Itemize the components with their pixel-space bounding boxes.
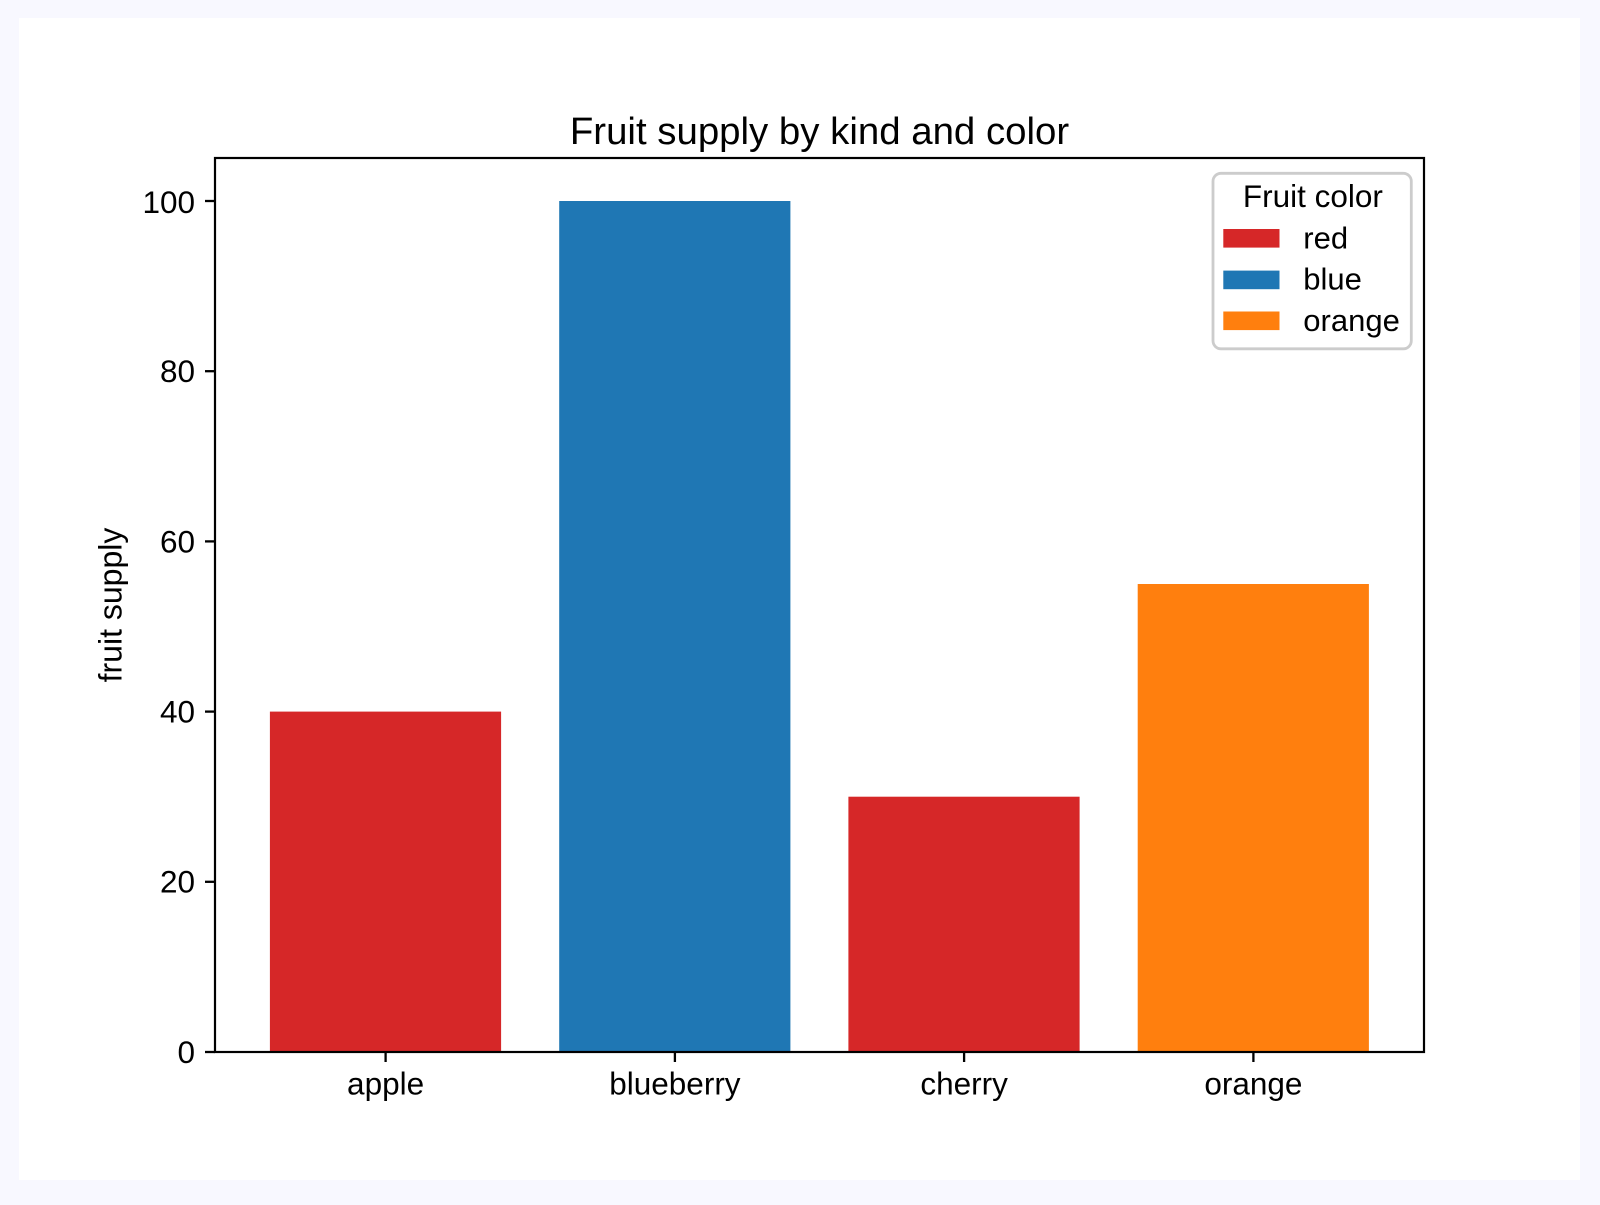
svg-text:cherry: cherry xyxy=(920,1066,1008,1102)
svg-text:red: red xyxy=(1303,221,1348,256)
svg-text:blue: blue xyxy=(1303,262,1362,297)
svg-text:80: 80 xyxy=(160,353,195,389)
svg-text:100: 100 xyxy=(142,184,195,220)
svg-text:Fruit supply by kind and color: Fruit supply by kind and color xyxy=(570,110,1070,153)
svg-text:40: 40 xyxy=(160,694,195,730)
svg-text:60: 60 xyxy=(160,523,195,559)
svg-text:apple: apple xyxy=(347,1066,424,1102)
svg-text:20: 20 xyxy=(160,864,195,900)
svg-text:orange: orange xyxy=(1204,1066,1302,1102)
svg-text:blueberry: blueberry xyxy=(609,1066,741,1102)
svg-text:orange: orange xyxy=(1303,303,1400,338)
svg-text:fruit supply: fruit supply xyxy=(93,528,129,683)
svg-text:0: 0 xyxy=(177,1034,195,1070)
svg-text:Fruit color: Fruit color xyxy=(1243,178,1383,214)
